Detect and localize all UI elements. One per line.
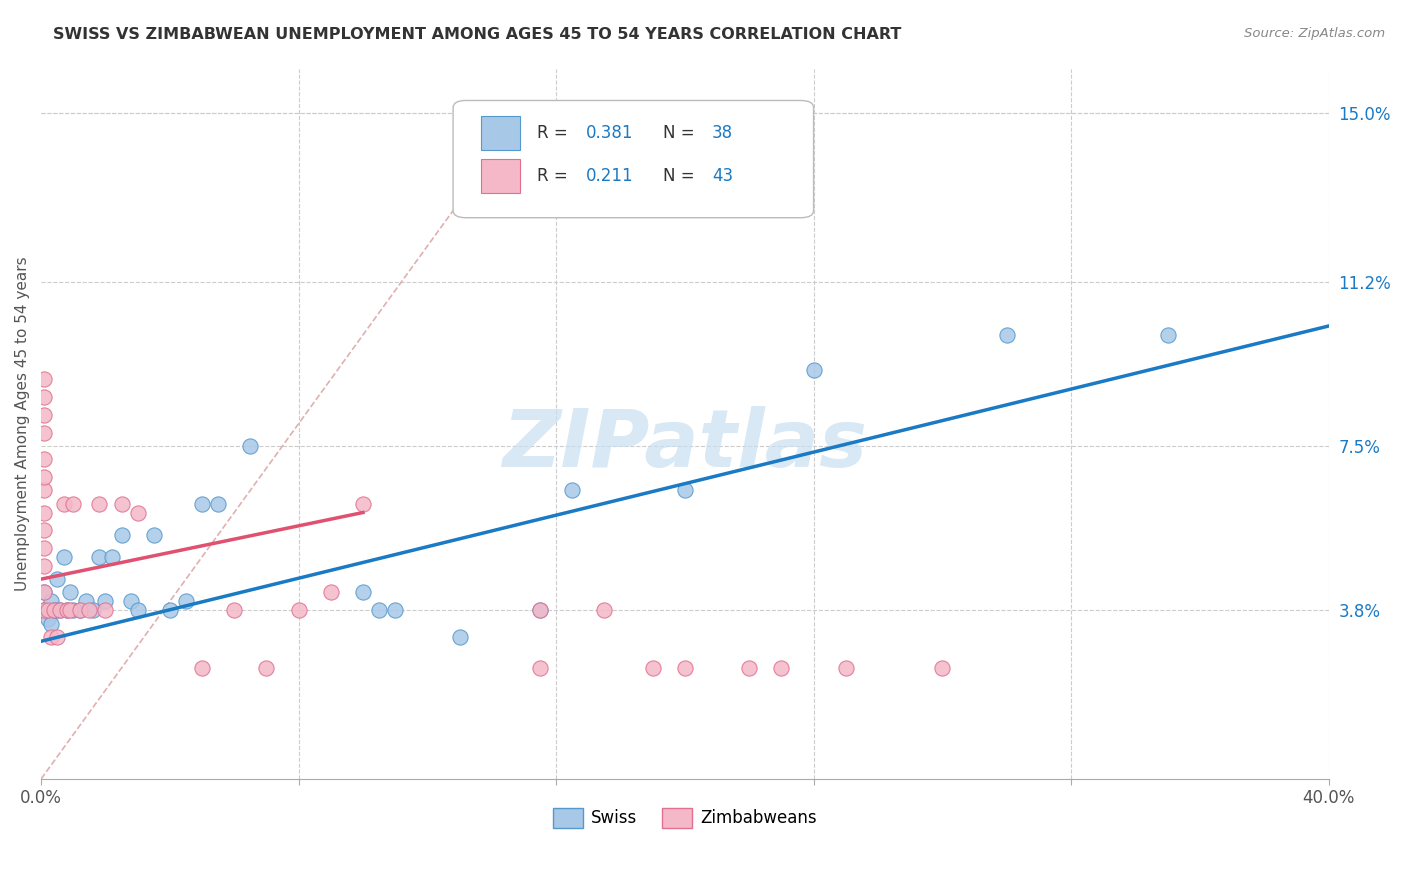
Text: R =: R = (537, 124, 572, 142)
Point (835, 661, 858, 675)
Text: 43: 43 (711, 167, 733, 185)
Point (34, 372, 56, 386)
Point (352, 497, 374, 511)
Point (39, 594, 62, 608)
Point (69, 603, 91, 617)
Point (34, 506, 56, 520)
Point (87, 497, 110, 511)
Bar (481, 159, 520, 193)
Point (529, 603, 551, 617)
Point (34, 523, 56, 537)
Point (34, 541, 56, 555)
Point (34, 603, 56, 617)
Point (529, 661, 551, 675)
Point (254, 661, 277, 675)
Text: N =: N = (664, 167, 700, 185)
Point (37, 612, 59, 626)
Point (191, 661, 214, 675)
Point (75, 594, 97, 608)
Point (319, 585, 342, 599)
Point (673, 661, 696, 675)
Point (738, 661, 761, 675)
Point (62, 603, 84, 617)
Point (224, 603, 246, 617)
Y-axis label: Unemployment Among Ages 45 to 54 years: Unemployment Among Ages 45 to 54 years (15, 256, 30, 591)
Point (49, 603, 72, 617)
Point (69, 603, 91, 617)
Point (34, 585, 56, 599)
Text: SWISS VS ZIMBABWEAN UNEMPLOYMENT AMONG AGES 45 TO 54 YEARS CORRELATION CHART: SWISS VS ZIMBABWEAN UNEMPLOYMENT AMONG A… (53, 27, 901, 42)
Point (110, 527, 132, 541)
Point (87, 549, 110, 564)
Point (368, 603, 391, 617)
Point (94, 594, 117, 608)
Point (384, 603, 406, 617)
Point (34, 408, 56, 422)
Point (56, 603, 79, 617)
Point (593, 603, 616, 617)
Point (34, 558, 56, 573)
Point (59, 585, 82, 599)
Point (239, 439, 262, 453)
Point (34, 585, 56, 599)
Point (49, 603, 72, 617)
FancyBboxPatch shape (453, 101, 814, 218)
Point (207, 497, 229, 511)
Point (101, 549, 124, 564)
Point (159, 603, 181, 617)
Point (142, 527, 165, 541)
Point (191, 497, 214, 511)
Point (803, 363, 825, 377)
Point (62, 497, 84, 511)
Point (34, 470, 56, 484)
Point (641, 661, 664, 675)
Point (529, 603, 551, 617)
Point (995, 327, 1018, 342)
Point (42, 603, 65, 617)
Legend: Swiss, Zimbabweans: Swiss, Zimbabweans (546, 801, 824, 835)
Point (82, 603, 104, 617)
Point (352, 585, 374, 599)
Text: N =: N = (664, 124, 700, 142)
Point (120, 594, 142, 608)
Text: 0.381: 0.381 (586, 124, 633, 142)
Point (46, 630, 69, 644)
Point (34, 425, 56, 440)
Point (46, 603, 69, 617)
Text: 0.211: 0.211 (586, 167, 633, 185)
Point (449, 630, 471, 644)
Text: 38: 38 (711, 124, 733, 142)
Point (52, 497, 75, 511)
Bar (481, 116, 520, 150)
Point (127, 603, 149, 617)
Point (46, 572, 69, 586)
Point (79, 603, 101, 617)
Point (931, 661, 953, 675)
Point (561, 483, 583, 498)
Point (59, 603, 82, 617)
Point (770, 661, 793, 675)
Point (37, 603, 59, 617)
Point (42, 603, 65, 617)
Text: ZIPatlas: ZIPatlas (502, 406, 868, 484)
Point (39, 630, 62, 644)
Point (34, 603, 56, 617)
Point (174, 594, 197, 608)
Point (127, 506, 149, 520)
Point (94, 603, 117, 617)
Point (34, 452, 56, 467)
Point (52, 549, 75, 564)
Point (34, 390, 56, 404)
Text: R =: R = (537, 167, 572, 185)
Text: Source: ZipAtlas.com: Source: ZipAtlas.com (1244, 27, 1385, 40)
Point (56, 603, 79, 617)
Point (1156, 327, 1178, 342)
Point (39, 616, 62, 631)
Point (34, 483, 56, 498)
Point (110, 497, 132, 511)
Point (287, 603, 309, 617)
Point (673, 483, 696, 498)
